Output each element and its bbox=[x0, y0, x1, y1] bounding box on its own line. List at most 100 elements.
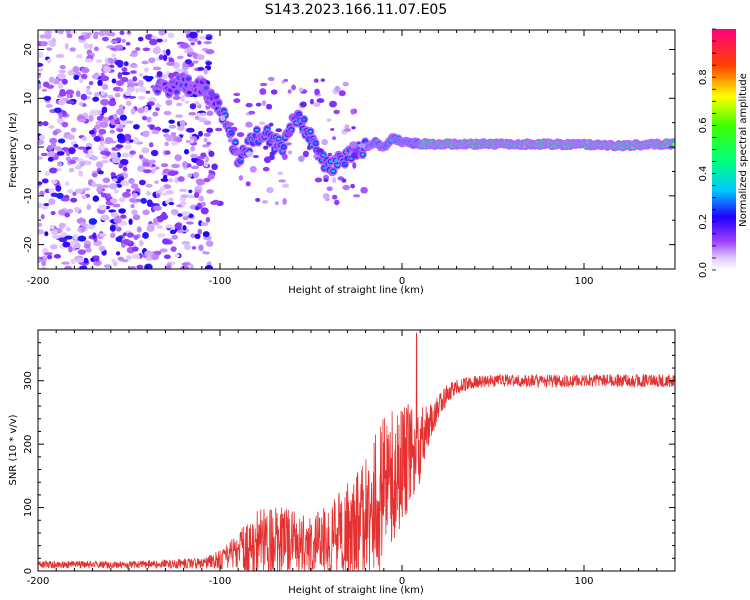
spectrogram-cell bbox=[149, 124, 155, 131]
spectrogram-cell bbox=[330, 128, 335, 132]
spectrogram-cell bbox=[68, 147, 76, 155]
spectrogram-cell bbox=[169, 229, 177, 235]
spectrogram-cell bbox=[177, 176, 185, 182]
spectrogram-cell bbox=[331, 136, 337, 141]
spectrogram-cell bbox=[326, 186, 333, 192]
spectrogram-cell bbox=[155, 89, 160, 93]
spectrogram-cell bbox=[81, 31, 89, 36]
spectrogram-cell bbox=[85, 88, 91, 95]
spectrogram-cell bbox=[90, 155, 98, 161]
spectrogram-cell bbox=[49, 137, 58, 144]
spectrogram-cell bbox=[151, 254, 159, 261]
spectrogram-cell bbox=[179, 197, 187, 201]
spectrogram-cell bbox=[77, 249, 87, 255]
spectrogram-cell bbox=[188, 213, 194, 218]
spectrogram-cell bbox=[80, 73, 88, 80]
spectrogram-cell bbox=[197, 40, 202, 45]
spectrogram-cell bbox=[79, 160, 86, 167]
spectrogram-cell bbox=[92, 255, 100, 259]
spectrogram-cell bbox=[156, 224, 163, 230]
spectrogram-cell bbox=[130, 108, 136, 115]
spectrogram-cell bbox=[129, 265, 137, 269]
spectrogram-cell bbox=[121, 191, 131, 198]
spectrogram-cell bbox=[110, 211, 118, 218]
spectrogram-cell bbox=[162, 38, 168, 43]
spectrogram-cell bbox=[341, 178, 347, 183]
spectrogram-cell bbox=[95, 59, 103, 64]
spectrogram-cell bbox=[141, 60, 149, 65]
spectrogram-cell bbox=[148, 38, 158, 46]
spectrogram-cell bbox=[44, 171, 50, 177]
spectrogram-cell bbox=[43, 96, 51, 102]
spectrogram-cell bbox=[352, 162, 357, 169]
spectrogram-cell bbox=[112, 203, 121, 208]
spectrogram-cell bbox=[163, 254, 171, 259]
spectrogram-cell bbox=[132, 124, 140, 130]
spectrogram-cell bbox=[108, 183, 118, 190]
spectrogram-cell bbox=[165, 48, 171, 56]
spectrogram-cell bbox=[245, 121, 253, 128]
spectrogram-cell bbox=[152, 66, 162, 71]
spectrogram-cell bbox=[147, 96, 157, 103]
spectrogram-cell bbox=[86, 32, 92, 36]
spectrogram-cell bbox=[58, 111, 63, 119]
spectrogram-cell bbox=[148, 142, 154, 148]
spectrogram-cell bbox=[38, 62, 44, 68]
spectrogram-cell bbox=[138, 239, 144, 247]
spectrogram-cell bbox=[176, 229, 185, 234]
y-tick-label: 200 bbox=[23, 435, 34, 454]
spectrogram-cell bbox=[172, 95, 181, 100]
spectrogram-cell bbox=[210, 200, 218, 205]
spectrogram-cell bbox=[285, 142, 292, 146]
spectrogram-cell bbox=[119, 220, 128, 226]
spectrogram-cell bbox=[206, 189, 214, 194]
spectrogram-cell bbox=[276, 137, 281, 141]
spectrogram-cell bbox=[165, 264, 172, 269]
spectrogram-cell bbox=[65, 226, 71, 232]
spectrogram-cell bbox=[152, 47, 162, 55]
spectrogram-cell bbox=[117, 256, 125, 262]
spectrogram-cell bbox=[70, 258, 76, 264]
spectrogram-cell bbox=[126, 232, 134, 238]
spectrogram-cell bbox=[47, 151, 56, 158]
spectrogram-cell bbox=[188, 31, 198, 39]
spectrogram-cell bbox=[189, 263, 194, 269]
spectrogram-cell bbox=[174, 253, 180, 258]
spectrogram-cell bbox=[48, 188, 55, 193]
spectrogram-cell bbox=[97, 170, 104, 175]
spectrogram-cell bbox=[53, 78, 60, 85]
spectrogram-cell bbox=[189, 103, 197, 110]
spectrogram-cell bbox=[323, 178, 329, 183]
spectrogram-cell bbox=[181, 262, 191, 266]
spectrogram-cell bbox=[162, 49, 167, 54]
spectrogram-cell bbox=[216, 101, 221, 105]
spectrogram-cell bbox=[192, 60, 199, 64]
spectrogram-cell bbox=[219, 115, 226, 121]
spectrogram-cell bbox=[168, 124, 177, 129]
spectrogram-cell bbox=[142, 169, 152, 174]
spectrogram-cell bbox=[205, 240, 214, 247]
spectrogram-cell bbox=[100, 98, 110, 106]
spectrogram-cell bbox=[156, 38, 163, 43]
spectrogram-cell bbox=[79, 222, 87, 226]
spectrogram-cell bbox=[92, 232, 97, 239]
spectrogram-cell bbox=[41, 178, 49, 184]
spectrogram-cell bbox=[120, 243, 126, 248]
spectrogram-cell bbox=[313, 141, 318, 145]
spectrogram-cell bbox=[48, 198, 56, 205]
spectrogram-cell bbox=[64, 265, 73, 269]
spectrogram-cell bbox=[145, 33, 154, 41]
spectrogram-cell bbox=[58, 69, 66, 74]
spectrogram-cell bbox=[99, 121, 109, 128]
spectrogram-cell bbox=[125, 188, 131, 193]
spectrogram-cell bbox=[38, 229, 45, 235]
spectrogram-cell bbox=[93, 46, 99, 52]
spectrogram-cell bbox=[57, 138, 66, 144]
spectrogram-cell bbox=[79, 101, 84, 107]
spectrogram-cell bbox=[94, 92, 100, 98]
spectrogram-cell bbox=[78, 170, 84, 177]
colorbar-label: Normalized spectral amplitude bbox=[738, 73, 749, 227]
spectrogram-cell bbox=[109, 224, 116, 232]
spectrogram-cell bbox=[58, 222, 66, 229]
spectrogram-cell bbox=[255, 197, 261, 203]
